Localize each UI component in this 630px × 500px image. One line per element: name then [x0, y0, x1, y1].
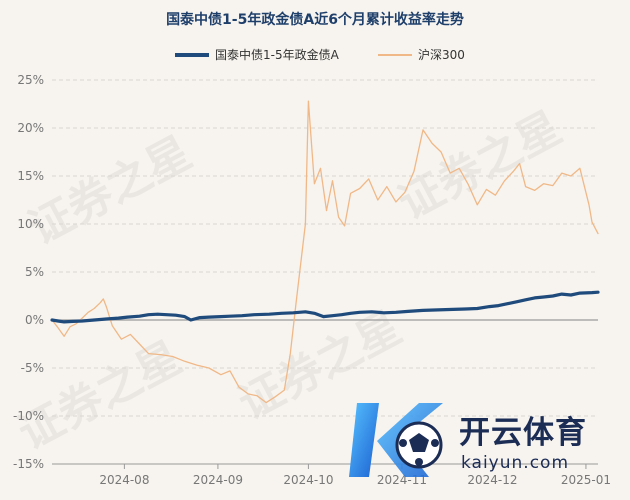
kaiyun-logo-mark — [349, 403, 443, 477]
legend-item-fund[interactable]: 国泰中债1-5年政金债A — [175, 46, 339, 63]
series-line-fund — [50, 290, 600, 324]
x-tick-label: 2025-01 — [561, 473, 611, 487]
x-tick-label: 2024-09 — [193, 473, 243, 487]
y-tick-label: 5% — [25, 265, 44, 279]
legend-label-index: 沪深300 — [418, 48, 465, 62]
y-tick-label: -15% — [13, 457, 44, 471]
legend: 国泰中债1-5年政金债A 沪深300 — [0, 46, 630, 62]
legend-label-fund: 国泰中债1-5年政金债A — [215, 48, 339, 62]
y-tick-label: 0% — [25, 313, 44, 327]
legend-swatch-fund — [175, 52, 209, 57]
y-tick-label: -10% — [13, 409, 44, 423]
chart-title: 国泰中债1-5年政金债A近6个月累计收益率走势 — [166, 12, 464, 28]
y-tick-label: 10% — [17, 217, 44, 231]
kaiyun-logo: 开云体育 kaiyun.com — [347, 395, 617, 485]
series-line-index — [51, 100, 599, 404]
y-tick-label: 25% — [17, 73, 44, 87]
x-tick-label: 2024-08 — [99, 473, 149, 487]
logo-text-en: kaiyun.com — [461, 453, 570, 473]
y-tick-label: 15% — [17, 169, 44, 183]
x-tick-label: 2024-10 — [283, 473, 333, 487]
y-tick-label: 20% — [17, 121, 44, 135]
x-tick-label: 2024-12 — [467, 473, 517, 487]
legend-item-index[interactable]: 沪深300 — [378, 46, 465, 63]
legend-swatch-index — [378, 53, 412, 56]
logo-text-cn: 开云体育 — [459, 415, 587, 451]
y-tick-label: -5% — [21, 361, 44, 375]
